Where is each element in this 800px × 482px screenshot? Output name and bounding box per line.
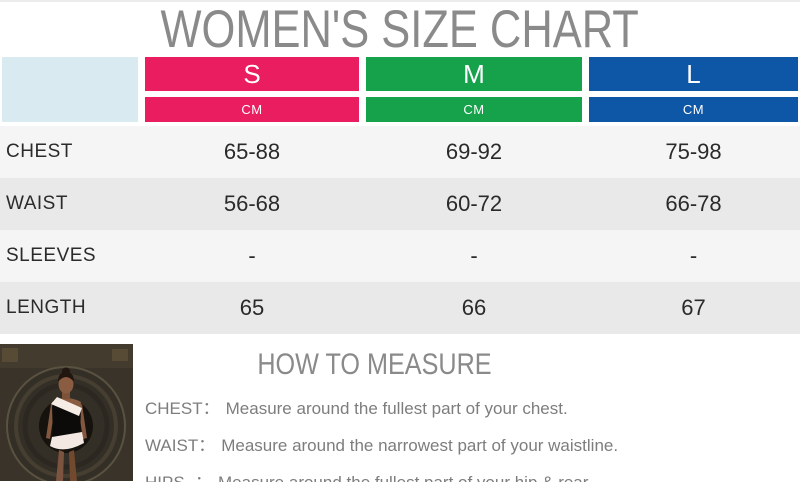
size-header-l: L [589,57,798,91]
size-header-m: M [366,57,582,91]
model-photo [0,344,133,482]
cell-value: 66-78 [665,191,722,216]
cell-value: 56-68 [223,191,281,216]
measure-term: WAIST [145,436,199,455]
row-label: WAIST [6,193,68,214]
measure-separator: ： [202,399,220,418]
cell-value: 65-88 [223,139,281,164]
how-to-measure-title: HOW TO MEASURE [256,348,492,381]
measure-separator: ： [198,436,216,455]
how-to-measure: HOW TO MEASURE CHEST： Measure around the … [133,344,618,482]
size-header-s: S [145,57,359,91]
cell-value: - [470,243,478,268]
bottom-section: HOW TO MEASURE CHEST： Measure around the … [0,344,800,482]
cell-value: - [689,243,698,268]
measure-line-hips: HIPS： Measure around the fullest part of … [145,468,603,482]
table-row-sleeves: SLEEVES - - - [0,230,800,282]
unit-header-l: CM [589,97,798,122]
row-label: SLEEVES [6,245,97,266]
unit-header-s: CM [145,97,359,122]
corner-cell [2,57,138,122]
row-label: LENGTH [6,297,87,318]
size-table-body: CHEST 65-88 69-92 75-98 WAIST 56-68 60-7… [0,126,800,334]
measure-term: CHEST [145,399,203,418]
table-row-length: LENGTH 65 66 67 [0,282,800,334]
table-row-chest: CHEST 65-88 69-92 75-98 [0,126,800,178]
cell-value: 66 [461,295,487,320]
measure-text: Measure around the fullest part of your … [225,399,568,418]
unit-header-m: CM [366,97,582,122]
cell-value: 69-92 [445,139,503,164]
model-photo-illustration [0,344,133,482]
cell-value: 67 [681,295,706,320]
measure-separator: ： [195,468,212,482]
measure-text: Measure around the fullest part of your … [218,473,592,482]
cell-value: 60-72 [445,191,503,216]
measure-term: HIPS [145,473,195,482]
measure-text: Measure around the narrowest part of you… [221,436,619,455]
page-title: WOMEN'S SIZE CHART [160,0,640,59]
size-table-header: S M L CM CM CM [2,57,800,122]
cell-value: 75-98 [665,139,722,164]
row-label: CHEST [6,141,73,162]
measure-line-chest: CHEST： Measure around the fullest part of… [145,394,603,419]
cell-value: - [248,243,256,268]
cell-value: 65 [239,295,265,320]
table-row-waist: WAIST 56-68 60-72 66-78 [0,178,800,230]
measure-line-waist: WAIST： Measure around the narrowest part … [145,431,618,456]
